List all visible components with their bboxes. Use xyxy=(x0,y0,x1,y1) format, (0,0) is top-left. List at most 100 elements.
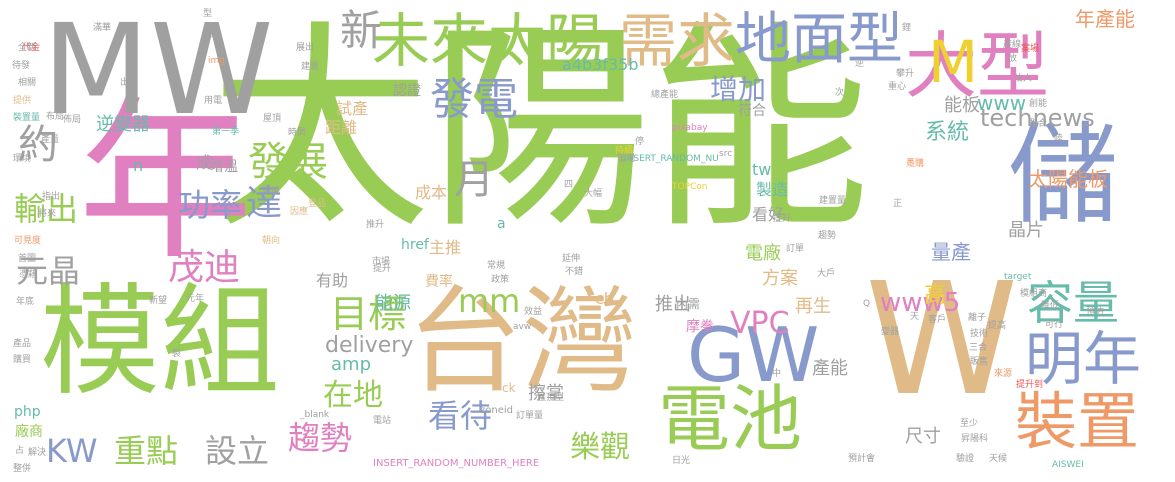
word-63: 看好 xyxy=(752,205,785,224)
word-187: 製 xyxy=(172,349,182,359)
word-42: 能板 xyxy=(944,95,980,116)
word-29: KW xyxy=(46,432,98,470)
word-40: 太陽能板 xyxy=(1028,167,1108,191)
word-141: 天候 xyxy=(989,454,1008,464)
word-144: 來源 xyxy=(994,369,1013,379)
word-178: 案場 xyxy=(1021,44,1040,54)
word-169: 提升 xyxy=(773,214,792,224)
word-24: 功率 xyxy=(178,186,243,224)
word-2: MW xyxy=(42,0,274,143)
word-6: 儲 xyxy=(1008,111,1118,239)
word-121: 現場 xyxy=(262,187,281,197)
word-64: 製造 xyxy=(756,180,789,199)
word-166: 停 xyxy=(635,137,645,147)
word-146: 技術 xyxy=(970,329,989,339)
word-18: 發電 xyxy=(430,74,518,125)
word-172: 聯合 xyxy=(1029,119,1048,129)
word-105: 憑藉 xyxy=(19,270,38,280)
word-119: 屋頂 xyxy=(263,114,282,124)
word-78: 費率 xyxy=(425,274,453,290)
word-31: 設立 xyxy=(205,432,270,470)
word-134: 效益 xyxy=(524,307,543,317)
word-43: www xyxy=(977,91,1027,115)
word-4: 台灣 xyxy=(407,275,638,409)
word-23: 輸出 xyxy=(14,190,79,228)
word-51: 推出 xyxy=(655,294,691,315)
word-136: 訂單量 xyxy=(516,411,544,421)
word-171: 創能 xyxy=(1029,99,1048,109)
word-92: img xyxy=(208,56,225,66)
word-32: 趨勢 xyxy=(288,419,353,457)
word-9: 大型 xyxy=(905,24,1050,108)
word-94: 全新 xyxy=(18,43,37,53)
word-168: src xyxy=(719,149,733,159)
word-3: 模組 xyxy=(40,273,280,412)
word-38: 高 xyxy=(924,283,947,308)
word-0: 太陽能 xyxy=(210,2,871,258)
word-181: 躉購 xyxy=(906,159,925,169)
word-49: 方案 xyxy=(762,268,798,289)
word-163: 大幅 xyxy=(584,189,603,199)
word-186: 占 xyxy=(15,446,25,456)
word-10: 未來太陽 xyxy=(372,7,605,75)
word-1: 年 xyxy=(78,81,253,284)
word-176: 法人 xyxy=(1014,74,1033,84)
word-54: amp xyxy=(331,354,371,375)
word-149: 客戶 xyxy=(928,315,947,325)
word-154: 預估 xyxy=(1086,307,1105,317)
word-60: 成本 xyxy=(415,183,448,202)
word-71: php xyxy=(14,404,41,420)
word-5: W xyxy=(865,249,1019,430)
word-112: 出貨 xyxy=(120,78,139,88)
word-35: 在地 xyxy=(323,378,383,413)
word-113: 用電 xyxy=(204,96,223,106)
word-96: 相關 xyxy=(18,78,37,88)
word-133: 元年 xyxy=(186,294,205,304)
word-66: 試產 xyxy=(336,99,369,118)
word-145: 提升到 xyxy=(1016,380,1044,390)
word-101: 環境 xyxy=(13,154,32,164)
word-120: 指出 xyxy=(42,192,61,202)
word-108: 購買 xyxy=(13,355,32,365)
word-83: INSERT_RANDOM_NUMBER_HERE xyxy=(373,458,540,469)
word-59: 有助 xyxy=(316,271,349,290)
word-115: 時間 xyxy=(288,128,307,138)
word-44: 年產能 xyxy=(1075,7,1135,31)
word-117: 展出 xyxy=(296,43,315,53)
word-129: 政策 xyxy=(491,275,510,285)
word-68: 認證 xyxy=(393,83,421,99)
word-91: _blank xyxy=(300,410,330,420)
word-13: 裝置 xyxy=(1015,385,1140,458)
word-58: 能源 xyxy=(375,293,411,314)
word-86: TOPCon xyxy=(672,182,708,192)
word-122: 因應 xyxy=(290,207,309,217)
word-12: 地面型 xyxy=(735,7,903,72)
word-153: 降低 xyxy=(1041,301,1060,311)
word-138: 日光 xyxy=(672,456,691,466)
word-81: zoneid xyxy=(480,405,513,416)
word-74: 成 xyxy=(196,153,213,172)
word-126: 市場 xyxy=(372,257,391,267)
word-62: 主推 xyxy=(429,238,462,257)
word-15: 容量 xyxy=(1027,276,1119,330)
word-30: 重點 xyxy=(114,432,179,470)
word-11: 需求 xyxy=(619,7,736,75)
word-22: 達 xyxy=(246,183,283,224)
word-182: 滿華 xyxy=(93,23,112,33)
word-157: 訂單 xyxy=(786,244,805,254)
word-125: 推升 xyxy=(366,220,385,230)
word-14: 明年 xyxy=(1025,325,1142,393)
word-28: mm xyxy=(458,282,521,320)
word-57: 尺寸 xyxy=(905,426,941,447)
word-116: 表現 xyxy=(202,31,221,41)
word-19: 月 xyxy=(454,157,494,203)
word-164: 四 xyxy=(564,180,574,190)
word-179: 放 xyxy=(1008,54,1018,64)
word-110: 整併 xyxy=(13,464,32,474)
word-46: 晶片 xyxy=(1008,220,1044,241)
word-174: 重心 xyxy=(888,82,907,92)
word-151: 提高 xyxy=(988,321,1007,331)
word-26: 茂迪 xyxy=(168,247,241,288)
word-76: href xyxy=(401,237,429,253)
word-55: 擦掌 xyxy=(528,383,564,404)
